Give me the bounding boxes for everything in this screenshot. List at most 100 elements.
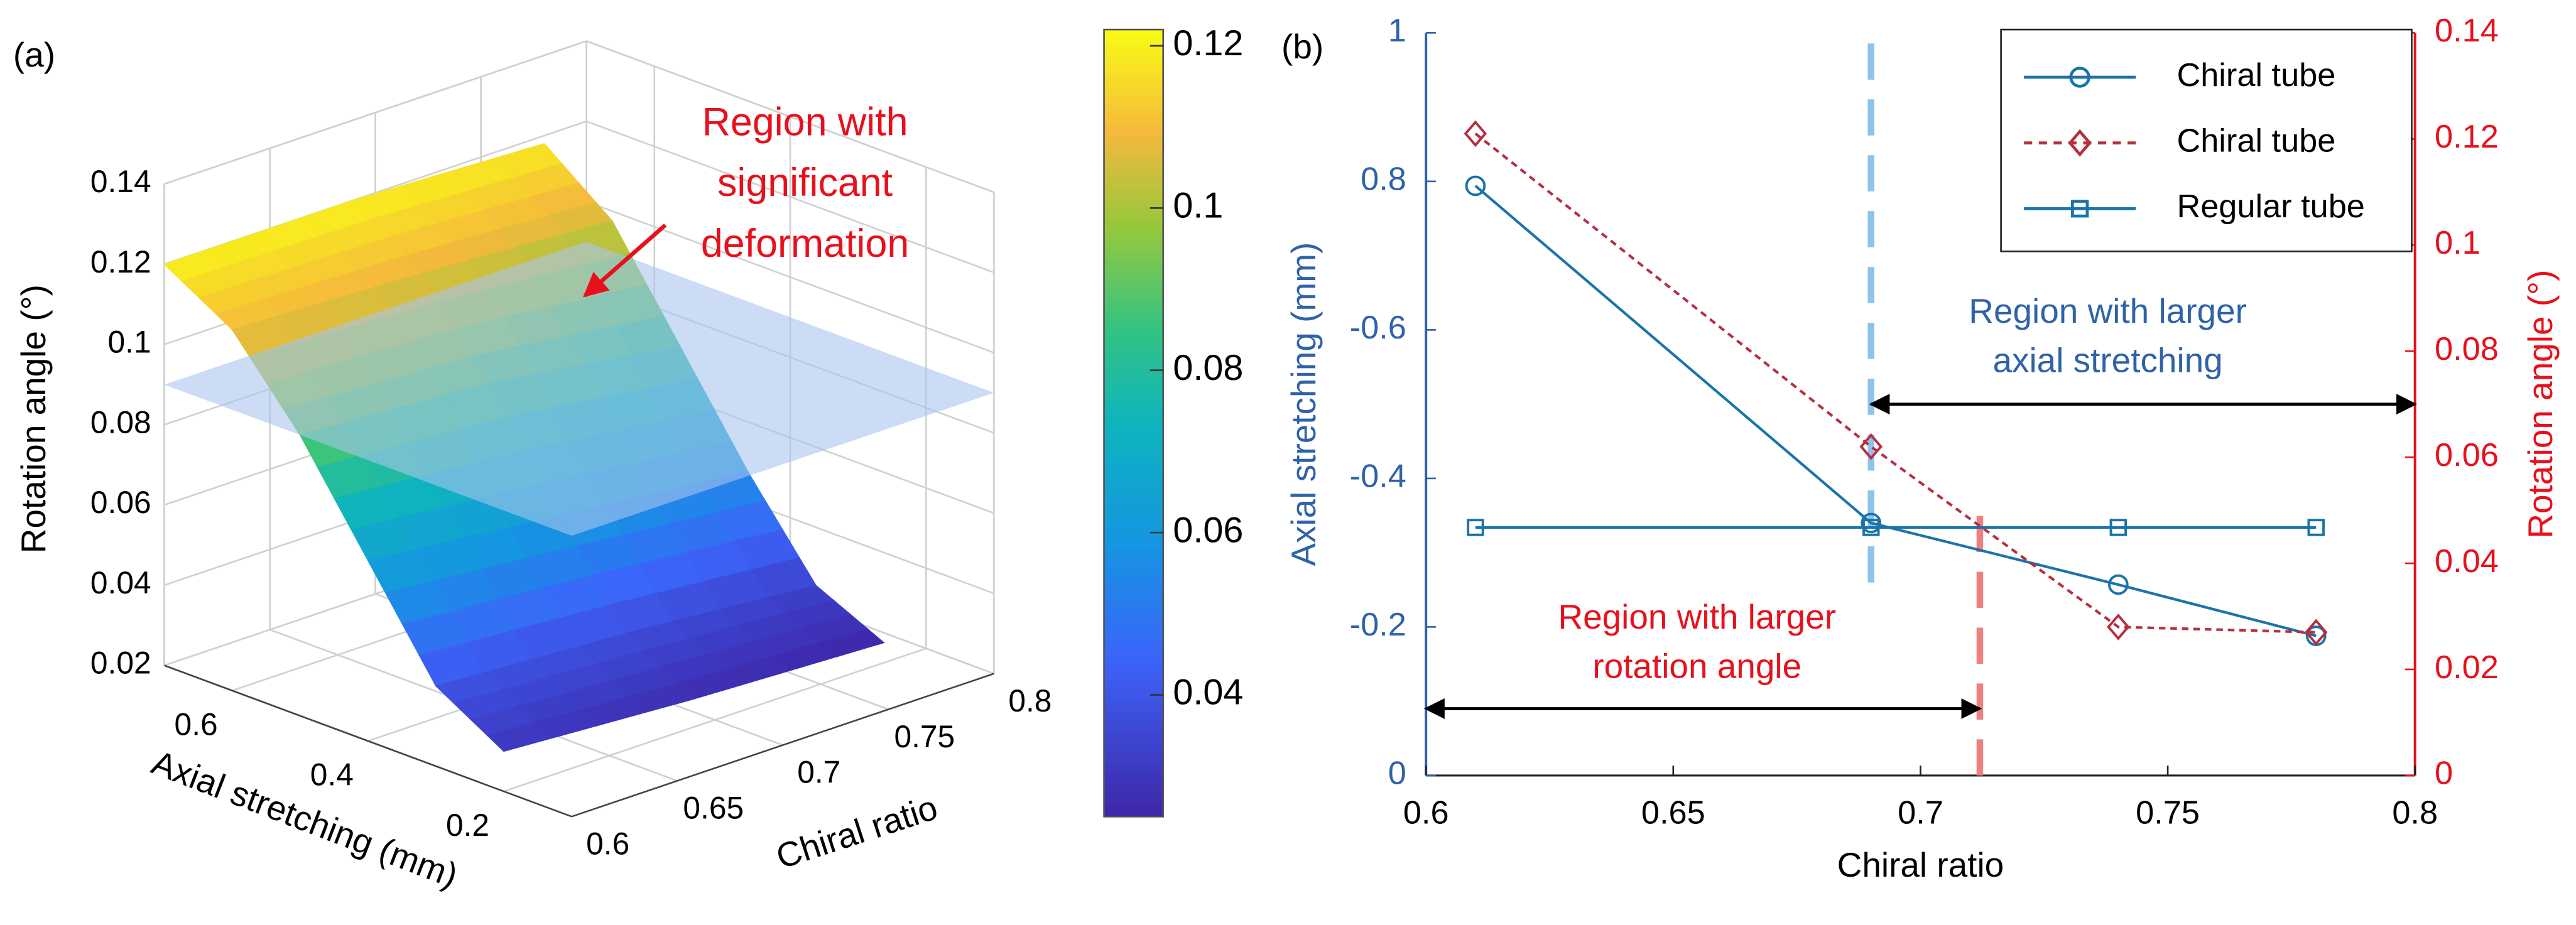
colorbar-segment [1104, 272, 1163, 280]
colorbar-segment [1104, 607, 1163, 614]
annotation-arrow [583, 223, 667, 298]
colorbar-segment [1104, 666, 1163, 673]
y-axis-label: Axial stretching (mm) [147, 743, 464, 895]
z-tick-label: 0.06 [90, 485, 151, 520]
colorbar-segment [1104, 219, 1163, 227]
colorbar-segment [1104, 567, 1163, 575]
colorbar-segment [1104, 613, 1163, 621]
x-tick-label: 0.65 [683, 791, 744, 826]
colorbar-segment [1104, 213, 1163, 221]
annotation: Region with [702, 100, 908, 144]
marker [1465, 175, 1486, 197]
colorbar-segment [1104, 600, 1163, 608]
z-tick-label: 0.04 [90, 565, 151, 600]
colorbar-segment [1104, 252, 1163, 260]
colorbar-segment [1104, 711, 1163, 719]
series-line [1474, 185, 2317, 637]
colorbar-segment [1104, 750, 1163, 759]
marker [2068, 129, 2092, 157]
colorbar-segment [1104, 455, 1163, 463]
colorbar-segment [1104, 409, 1163, 418]
colorbar-segment [1104, 390, 1163, 398]
colorbar-segment [1104, 42, 1163, 50]
marker [2107, 614, 2130, 641]
axis-line [164, 664, 572, 818]
annotation: significant [717, 161, 893, 205]
colorbar-segment [1104, 587, 1163, 595]
colorbar-segment [1104, 305, 1163, 313]
colorbar-segment [1104, 350, 1163, 359]
legend-label: Chiral tube [2177, 57, 2335, 94]
colorbar-segment [1104, 803, 1163, 811]
x-tick-label: 0.8 [2392, 795, 2438, 831]
colorbar-segment [1104, 344, 1163, 352]
colorbar-segment [1104, 796, 1163, 804]
y-tick-label: 0 [1388, 755, 1406, 792]
colorbar-segment [1104, 508, 1163, 516]
marker [2071, 200, 2089, 218]
x-tick-label: 0.8 [1008, 683, 1052, 718]
series-line [1474, 133, 2317, 634]
colorbar-segment [1104, 141, 1163, 149]
colorbar-segment [1104, 49, 1163, 57]
colorbar-segment [1104, 55, 1163, 63]
colorbar-segment [1104, 200, 1163, 208]
y2-tick-label: 0.14 [2435, 13, 2499, 49]
y-tick-label: -0.6 [1350, 310, 1406, 346]
grid-line [503, 647, 927, 792]
colorbar-segment [1104, 436, 1163, 444]
colorbar-segment [1104, 337, 1163, 345]
colorbar-segment [1104, 764, 1163, 772]
colorbar-segment [1104, 790, 1163, 798]
colorbar-segment [1104, 489, 1163, 496]
annotation: Region with larger [1558, 597, 1836, 636]
colorbar-segment [1104, 396, 1163, 404]
colorbar-segment [1104, 154, 1163, 162]
colorbar-segment [1104, 646, 1163, 654]
colorbar-segment [1104, 718, 1163, 726]
colorbar-segment [1104, 468, 1163, 477]
colorbar-segment [1104, 541, 1163, 549]
colorbar-segment [1104, 573, 1163, 582]
y-tick-label: -0.2 [1350, 607, 1406, 643]
colorbar-segment [1104, 430, 1163, 437]
marker [1467, 519, 1484, 536]
colorbar-segment [1104, 193, 1163, 201]
legend-label: Regular tube [2177, 188, 2364, 225]
y2-axis-label: Rotation angle (°) [2521, 270, 2560, 539]
legend-label: Chiral tube [2177, 122, 2335, 159]
panel-label: (b) [1281, 27, 1323, 66]
colorbar-segment [1104, 82, 1163, 90]
colorbar-segment [1104, 89, 1163, 96]
colorbar-segment [1104, 561, 1163, 568]
surface-cell [577, 633, 644, 664]
colorbar-segment [1104, 187, 1163, 195]
colorbar-segment [1104, 285, 1163, 293]
colorbar-tick-label: 0.12 [1173, 23, 1243, 63]
y2-tick-label: 0.06 [2435, 437, 2499, 473]
colorbar-segment [1104, 371, 1163, 378]
colorbar-segment [1104, 620, 1163, 627]
colorbar-segment [1104, 705, 1163, 713]
colorbar-segment [1104, 30, 1163, 37]
colorbar-segment [1104, 771, 1163, 778]
colorbar-segment [1104, 514, 1163, 522]
colorbar-segment [1104, 232, 1163, 241]
z-tick-label: 0.1 [108, 325, 151, 360]
colorbar-segment [1104, 554, 1163, 562]
colorbar-segment [1104, 173, 1163, 181]
annotation: Region with larger [1969, 291, 2247, 330]
z-tick-label: 0.12 [90, 244, 151, 279]
colorbar-segment [1104, 731, 1163, 739]
y2-tick-label: 0.04 [2435, 543, 2499, 580]
marker [2109, 519, 2128, 536]
colorbar-segment [1104, 298, 1163, 306]
colorbar-segment [1104, 114, 1163, 122]
colorbar-segment [1104, 416, 1163, 425]
colorbar-segment [1104, 443, 1163, 450]
colorbar-tick-label: 0.08 [1173, 348, 1243, 388]
colorbar-segment [1104, 691, 1163, 700]
colorbar-segment [1104, 698, 1163, 706]
colorbar-segment [1104, 672, 1163, 680]
colorbar-segment [1104, 652, 1163, 660]
